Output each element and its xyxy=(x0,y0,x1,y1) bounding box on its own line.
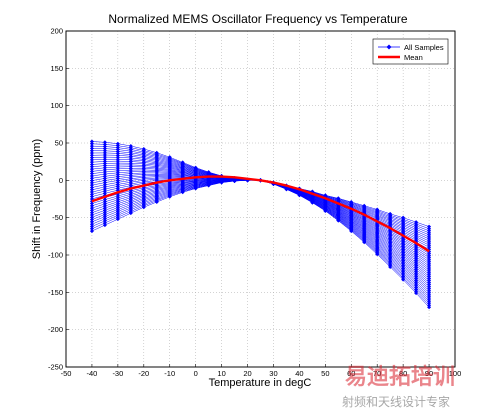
plot-area xyxy=(65,30,456,368)
y-axis-ticks: -250 -200 -150 -100 -50 0 50 100 150 200 xyxy=(48,27,69,372)
x-axis-ticks: -50 -40 -30 -20 -10 0 10 20 30 40 50 60 70 80 90 100 xyxy=(61,364,462,378)
y-axis-label: Shift in Frequency (ppm) xyxy=(31,139,43,259)
x-tick-label: 40 xyxy=(295,369,303,378)
legend-label-mean: Mean xyxy=(404,53,423,62)
x-tick-label: -20 xyxy=(138,369,149,378)
y-tick-label: 200 xyxy=(50,27,63,36)
legend-marker-samples xyxy=(386,44,392,50)
x-tick-label: 70 xyxy=(373,369,381,378)
plot-frame xyxy=(65,30,456,368)
mean-line xyxy=(91,175,430,253)
x-tick-label: 90 xyxy=(425,369,433,378)
x-tick-label: 100 xyxy=(449,369,462,378)
x-tick-label: 20 xyxy=(243,369,251,378)
y-tick-label: -150 xyxy=(48,288,63,297)
x-tick-label: 10 xyxy=(217,369,225,378)
y-tick-label: -250 xyxy=(48,363,63,372)
x-tick-label: -50 xyxy=(61,369,72,378)
x-axis-label: Temperature in degC xyxy=(209,377,312,389)
y-tick-label: 100 xyxy=(50,101,63,110)
x-tick-label: 80 xyxy=(399,369,407,378)
y-tick-label: -100 xyxy=(48,251,63,260)
x-tick-label: 50 xyxy=(321,369,329,378)
x-tick-label: 30 xyxy=(269,369,277,378)
legend-label-samples: All Samples xyxy=(404,43,444,52)
y-tick-label: -50 xyxy=(52,213,63,222)
legend: All Samples Mean xyxy=(372,38,449,65)
x-tick-label: -30 xyxy=(112,369,123,378)
x-tick-label: 0 xyxy=(194,369,198,378)
legend-box xyxy=(372,38,449,65)
watermark-tagline: 射频和天线设计专家 xyxy=(342,394,450,409)
mean-series xyxy=(91,175,430,253)
y-tick-label: 150 xyxy=(50,64,63,73)
x-tick-label: -10 xyxy=(164,369,175,378)
y-tick-label: 0 xyxy=(59,176,63,185)
sample-markers xyxy=(89,177,432,277)
y-tick-label: -200 xyxy=(48,325,63,334)
x-tick-label: -40 xyxy=(87,369,98,378)
x-tick-label: 60 xyxy=(347,369,355,378)
chart-title: Normalized MEMS Oscillator Frequency vs … xyxy=(108,12,408,26)
watermark-brand: 易迪拓培训 xyxy=(345,364,455,390)
watermark: 易迪拓培训 射频和天线设计专家 xyxy=(342,364,455,409)
y-tick-label: 50 xyxy=(55,139,63,148)
